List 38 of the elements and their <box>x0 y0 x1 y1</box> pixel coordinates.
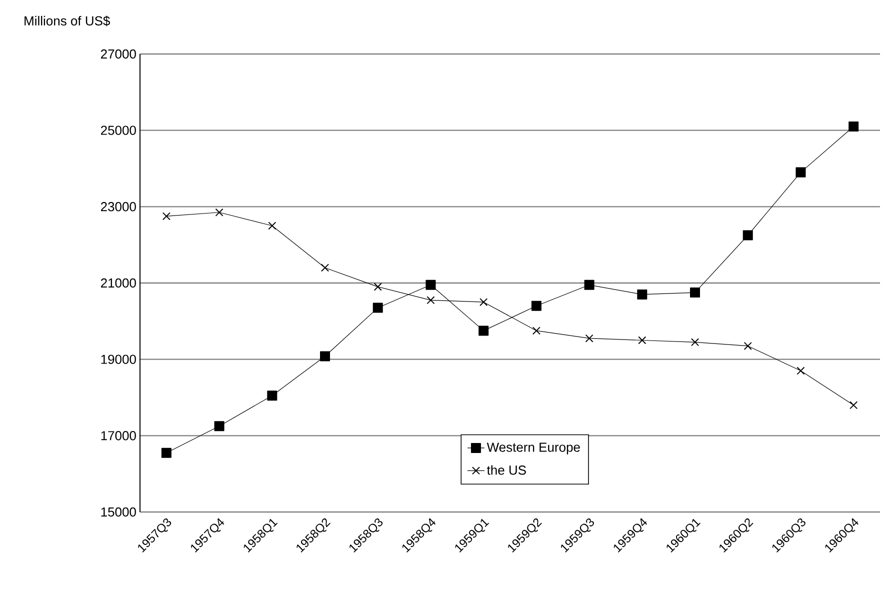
point <box>214 421 224 432</box>
point <box>426 296 435 304</box>
point <box>480 298 488 306</box>
point <box>584 280 594 290</box>
point <box>162 212 170 220</box>
point <box>848 122 859 132</box>
point <box>320 351 330 362</box>
legend-label: the US <box>487 465 526 475</box>
point <box>531 300 542 311</box>
point <box>638 336 646 344</box>
point <box>161 448 172 458</box>
point <box>320 264 330 272</box>
point <box>585 334 594 342</box>
y-tick-label: 15000 <box>101 507 136 517</box>
point <box>850 401 858 410</box>
legend-label: Western Europe <box>486 442 580 454</box>
point <box>478 326 489 336</box>
point <box>267 390 278 401</box>
point <box>532 326 540 335</box>
y-tick-label: 25000 <box>100 126 136 135</box>
point <box>796 167 806 178</box>
y-axis-title: Millions of US$ <box>24 16 110 26</box>
point <box>690 288 700 298</box>
point <box>742 230 753 240</box>
point <box>426 280 436 290</box>
y-tick-label: 19000 <box>101 354 136 364</box>
point <box>796 366 805 375</box>
point <box>690 338 700 346</box>
point <box>374 282 382 291</box>
point <box>372 302 383 313</box>
y-tick-label: 17000 <box>101 431 136 440</box>
point <box>637 289 648 300</box>
y-tick-label: 23000 <box>100 202 136 212</box>
y-tick-label: 21000 <box>100 278 136 288</box>
point <box>744 342 752 350</box>
point <box>215 208 224 216</box>
point <box>268 222 276 230</box>
y-tick-label: 27000 <box>100 49 136 59</box>
